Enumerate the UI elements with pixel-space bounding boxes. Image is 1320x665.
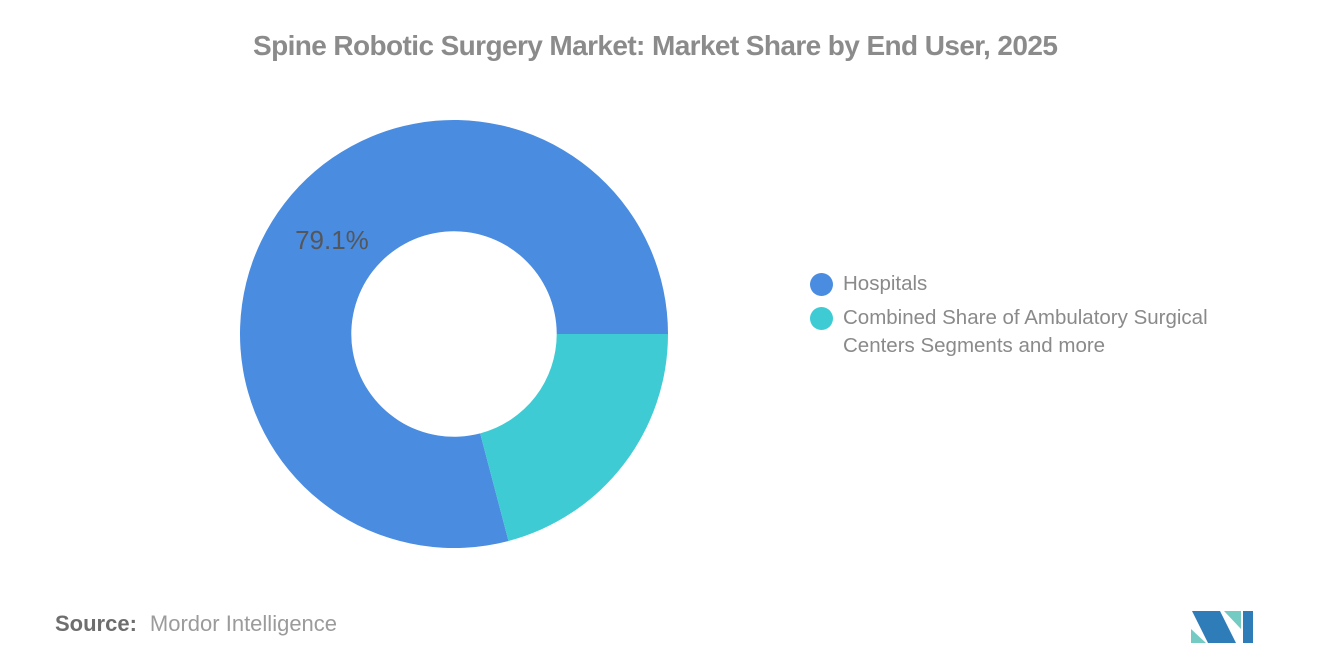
logo-diagonal-band (1192, 611, 1236, 643)
pie-slice-1 (480, 334, 668, 541)
legend-label: Hospitals (843, 272, 928, 295)
mordor-intelligence-logo (1191, 611, 1253, 643)
legend-dot-hospitals-icon (810, 273, 833, 296)
logo-left-teal-triangle (1191, 629, 1206, 643)
pie-slice-0 (240, 120, 668, 548)
chart-legend: Hospitals Combined Share of Ambulatory S… (810, 270, 1261, 360)
chart-title: Spine Robotic Surgery Market: Market Sha… (253, 30, 1058, 61)
logo-right-teal-triangle (1224, 611, 1241, 629)
donut-chart-area: 79.1% (240, 120, 668, 548)
legend-dot-ambulatory-icon (810, 307, 833, 330)
legend-item-hospitals: Hospitals (810, 270, 1261, 298)
logo-right-bar (1243, 611, 1253, 643)
legend-item-ambulatory: Combined Share of Ambulatory Surgical Ce… (810, 304, 1261, 360)
legend-label: Combined Share of Ambulatory Surgical Ce… (843, 306, 1208, 357)
source-label: Source: (55, 611, 137, 636)
donut-chart: 79.1% (240, 120, 668, 548)
source-value: Mordor Intelligence (149, 611, 338, 636)
slice-label-0: 79.1% (295, 225, 369, 255)
source-line: Source: Mordor Intelligence (55, 611, 337, 637)
